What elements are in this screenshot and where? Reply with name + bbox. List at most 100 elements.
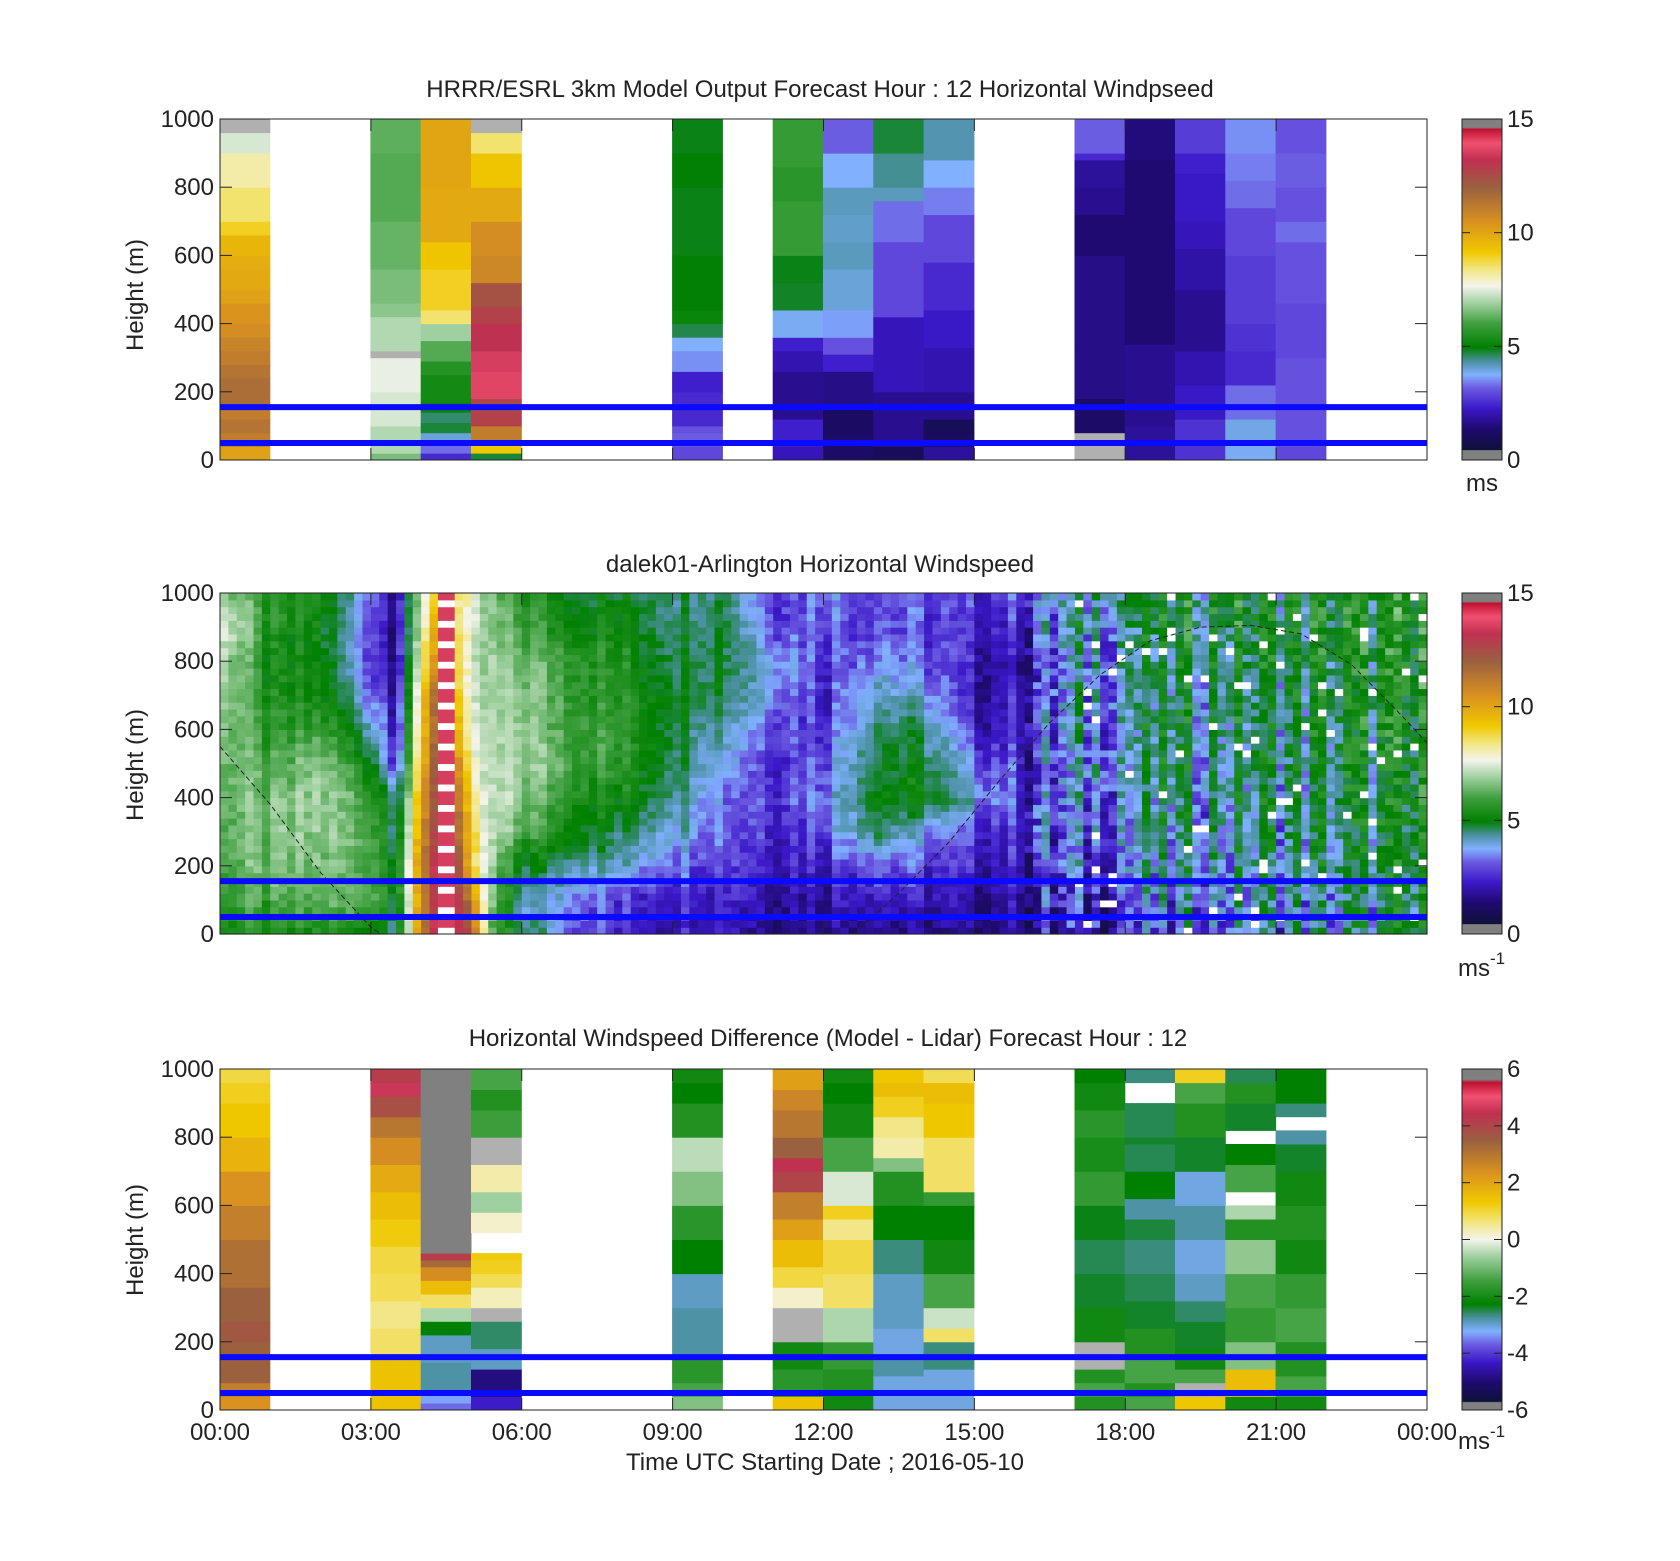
heatmap-cell bbox=[228, 640, 238, 649]
heatmap-cell bbox=[655, 886, 665, 894]
heatmap-cell bbox=[605, 824, 615, 833]
heatmap-cell bbox=[471, 606, 481, 615]
heatmap-cell bbox=[731, 886, 741, 894]
heatmap-cell bbox=[412, 620, 422, 628]
heatmap-cell bbox=[756, 886, 766, 894]
heatmap-cell bbox=[655, 831, 665, 840]
heatmap-cell bbox=[538, 708, 548, 717]
heatmap-cell bbox=[655, 845, 665, 853]
heatmap-cell bbox=[664, 722, 674, 730]
heatmap-cell bbox=[303, 845, 313, 853]
heatmap-cell bbox=[823, 702, 833, 710]
heatmap-cell bbox=[337, 599, 347, 608]
heatmap-cell bbox=[865, 763, 875, 771]
heatmap-cell bbox=[572, 743, 582, 751]
heatmap-cell bbox=[873, 804, 883, 812]
heatmap-cell bbox=[672, 350, 723, 372]
heatmap-cell bbox=[999, 715, 1009, 724]
heatmap-cell bbox=[404, 702, 414, 710]
heatmap-cell bbox=[312, 770, 322, 778]
heatmap-cell bbox=[337, 852, 347, 860]
heatmap-cell bbox=[504, 654, 514, 662]
heatmap-cell bbox=[580, 811, 590, 819]
heatmap-cell bbox=[337, 749, 347, 758]
heatmap-cell bbox=[538, 606, 548, 615]
heatmap-cell bbox=[764, 797, 774, 806]
heatmap-cell bbox=[789, 777, 799, 785]
heatmap-cell bbox=[823, 241, 874, 270]
heatmap-cell bbox=[924, 715, 934, 724]
heatmap-cell bbox=[412, 661, 422, 669]
heatmap-cell bbox=[823, 920, 833, 928]
heatmap-cell bbox=[756, 865, 766, 874]
heatmap-cell bbox=[1124, 119, 1176, 161]
heatmap-cell bbox=[228, 838, 238, 846]
heatmap-cell bbox=[421, 729, 431, 737]
heatmap-cell bbox=[1225, 207, 1277, 256]
heatmap-cell bbox=[907, 749, 917, 758]
heatmap-cell bbox=[471, 255, 522, 284]
heatmap-cell bbox=[957, 777, 967, 785]
heatmap-cell bbox=[639, 708, 649, 717]
heatmap-cell bbox=[756, 899, 766, 908]
heatmap-cell bbox=[287, 668, 297, 676]
heatmap-cell bbox=[370, 654, 380, 662]
heatmap-cell bbox=[722, 593, 732, 601]
heatmap-cell bbox=[379, 674, 389, 683]
heatmap-cell bbox=[999, 783, 1009, 792]
heatmap-cell bbox=[840, 845, 850, 853]
heatmap-cell bbox=[924, 640, 934, 649]
heatmap-cell bbox=[328, 906, 338, 915]
heatmap-cell bbox=[270, 702, 280, 710]
heatmap-cell bbox=[613, 613, 623, 621]
heatmap-cell bbox=[454, 818, 464, 826]
heatmap-cell bbox=[991, 763, 1001, 771]
heatmap-cell bbox=[622, 811, 632, 819]
heatmap-cell bbox=[957, 783, 967, 792]
heatmap-cell bbox=[521, 695, 531, 703]
heatmap-cell bbox=[295, 858, 305, 867]
heatmap-cell bbox=[697, 640, 707, 649]
heatmap-cell bbox=[932, 797, 942, 806]
heatmap-cell bbox=[555, 811, 565, 819]
heatmap-cell bbox=[898, 927, 908, 935]
heatmap-cell bbox=[815, 613, 825, 621]
heatmap-cell bbox=[228, 763, 238, 771]
heatmap-cell bbox=[613, 818, 623, 826]
heatmap-cell bbox=[857, 640, 867, 649]
heatmap-cell bbox=[647, 593, 657, 601]
heatmap-cell bbox=[865, 681, 875, 690]
heatmap-cell bbox=[815, 599, 825, 608]
heatmap-cell bbox=[697, 899, 707, 908]
heatmap-cell bbox=[245, 797, 255, 806]
heatmap-cell bbox=[328, 858, 338, 867]
heatmap-cell bbox=[789, 743, 799, 751]
heatmap-cell bbox=[563, 893, 573, 901]
heatmap-cell bbox=[982, 927, 992, 935]
heatmap-cell bbox=[488, 852, 498, 860]
heatmap-cell bbox=[421, 749, 431, 758]
heatmap-cell bbox=[328, 790, 338, 799]
heatmap-cell bbox=[722, 865, 732, 874]
heatmap-cell bbox=[689, 613, 699, 621]
heatmap-cell bbox=[1007, 627, 1017, 635]
heatmap-cell bbox=[270, 654, 280, 662]
heatmap-cell bbox=[345, 606, 355, 615]
heatmap-cell bbox=[923, 119, 975, 161]
heatmap-cell bbox=[664, 620, 674, 628]
heatmap-cell bbox=[320, 654, 330, 662]
heatmap-cell bbox=[597, 790, 607, 799]
heatmap-cell bbox=[1175, 119, 1226, 154]
heatmap-cell bbox=[488, 790, 498, 799]
heatmap-cell bbox=[630, 627, 640, 635]
heatmap-cell bbox=[345, 886, 355, 894]
heatmap-cell bbox=[999, 729, 1009, 737]
heatmap-cell bbox=[429, 633, 439, 642]
heatmap-cell bbox=[295, 852, 305, 860]
heatmap-cell bbox=[412, 920, 422, 928]
heatmap-cell bbox=[639, 633, 649, 642]
heatmap-cell bbox=[932, 729, 942, 737]
heatmap-cell bbox=[270, 743, 280, 751]
heatmap-cell bbox=[379, 811, 389, 819]
heatmap-cell bbox=[228, 804, 238, 812]
